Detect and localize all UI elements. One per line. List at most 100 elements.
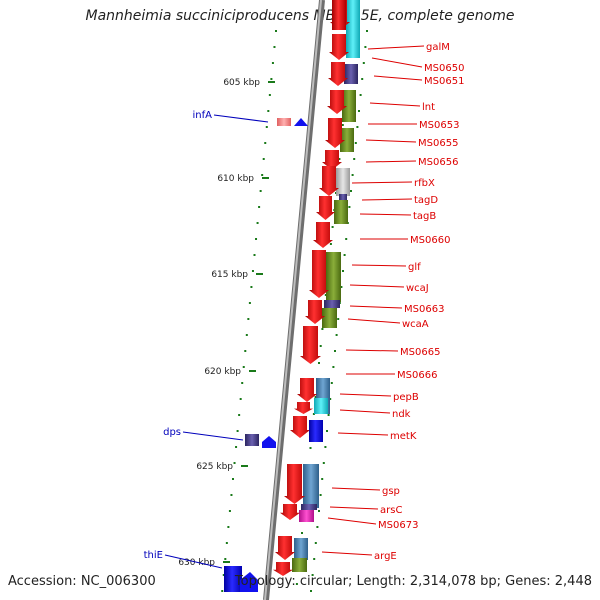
scale-dot <box>271 62 274 64</box>
gene-label-MS0650: MS0650 <box>424 63 464 74</box>
label-leader <box>213 114 269 123</box>
strand-dot <box>341 124 344 126</box>
strand-dot <box>309 447 312 449</box>
feature-band <box>339 194 347 202</box>
inner-dot <box>311 574 314 576</box>
inner-dot <box>350 190 352 192</box>
scale-dot <box>256 222 259 224</box>
scale-dot <box>239 398 242 400</box>
scale-dot <box>228 510 231 512</box>
scale-dot <box>265 126 268 128</box>
inner-dot <box>321 478 324 480</box>
label-leader <box>359 213 412 216</box>
gene-label-galM: galM <box>426 42 450 53</box>
inner-dot <box>329 398 332 400</box>
kbp-labels: 605 kbp 610 kbp 615 kbp 620 kbp 625 kbp 630 k… <box>178 78 275 568</box>
inner-dot <box>310 590 312 592</box>
inner-dot <box>319 494 322 496</box>
inner-dot <box>322 462 325 464</box>
scale-dot <box>268 94 271 96</box>
label-leader <box>327 517 377 525</box>
gene-arrow <box>332 0 346 30</box>
inner-dot <box>316 526 319 528</box>
scale-dot <box>270 78 273 80</box>
scale-dot <box>242 366 245 368</box>
gene-label-MS0651: MS0651 <box>424 76 464 87</box>
gene-block <box>224 566 242 592</box>
scale-dot <box>238 414 241 416</box>
feature-band <box>322 308 337 328</box>
accession-text: Accession: NC_006300 <box>8 574 156 589</box>
label-leader <box>339 393 392 397</box>
feature-band <box>303 464 319 508</box>
gene-label-infA: infA <box>193 110 213 121</box>
gene-arrow <box>316 196 335 220</box>
label-leader <box>365 139 417 143</box>
scale-dot <box>251 270 254 272</box>
label-leader <box>373 75 423 81</box>
kbp-label: 630 kbp <box>178 558 215 568</box>
kbp-label: 625 kbp <box>196 462 233 472</box>
feature-band <box>340 128 354 152</box>
feature-band <box>292 558 307 572</box>
scale-dot <box>255 238 258 240</box>
label-leader <box>339 409 391 414</box>
gene-arrow <box>294 118 308 126</box>
gene-arrow <box>240 572 258 592</box>
feature-band <box>334 200 348 224</box>
inner-dot <box>351 174 354 176</box>
inner-dot <box>332 366 335 368</box>
label-leader <box>349 284 405 288</box>
inner-dot <box>318 510 320 512</box>
label-leader <box>345 349 399 352</box>
gene-arrow <box>280 504 300 520</box>
gene-label-MS0673: MS0673 <box>378 520 418 531</box>
scale-dot <box>247 318 250 320</box>
scale-dot <box>236 430 239 432</box>
scale-dot <box>267 110 270 112</box>
gene-label-wcaA: wcaA <box>402 319 429 330</box>
strand-dot <box>321 328 324 330</box>
inner-dot <box>359 94 362 96</box>
strand-dot <box>329 243 332 245</box>
scale-dot <box>253 254 256 256</box>
label-leader <box>347 318 401 324</box>
inner-dot <box>337 318 340 320</box>
inner-dot <box>342 270 344 272</box>
gene-arrow <box>319 166 339 196</box>
label-leaders <box>164 45 425 569</box>
strand-dot <box>338 158 341 160</box>
feature-band <box>342 90 356 122</box>
gene-label-MS0653: MS0653 <box>419 120 459 131</box>
strand-dot <box>295 583 298 585</box>
kbp-label: 610 kbp <box>217 174 254 184</box>
label-leader <box>361 198 413 201</box>
summary-text: Topology: circular; Length: 2,314,078 bp… <box>234 574 592 589</box>
inner-dot <box>335 334 338 336</box>
inner-dot <box>314 542 317 544</box>
scale-dot <box>259 190 262 192</box>
label-leader <box>182 431 244 441</box>
label-leader <box>349 305 403 309</box>
label-leader <box>351 181 413 184</box>
gene-arrow <box>262 436 276 448</box>
kbp-label: 620 kbp <box>204 367 241 377</box>
gene-arrow <box>297 378 317 402</box>
inner-dot <box>361 78 364 80</box>
gene-labels: galM MS0650 MS0651 lnt MS0653 MS0655 MS0656 rfb… <box>144 42 465 562</box>
gene-block <box>309 420 323 442</box>
label-leader <box>164 554 223 569</box>
scale-dot <box>221 590 224 592</box>
gene-label-metK: metK <box>390 431 417 442</box>
kbp-label: 605 kbp <box>223 78 260 88</box>
gene-arrow <box>273 562 293 576</box>
feature-band <box>294 538 308 560</box>
label-leader <box>367 45 425 50</box>
label-leader <box>369 102 421 107</box>
inner-dot <box>340 286 343 288</box>
strand-dot <box>301 532 303 534</box>
gene-label-glf: glf <box>408 262 421 273</box>
gene-label-MS0663: MS0663 <box>404 304 444 315</box>
strand-dot <box>314 396 317 398</box>
